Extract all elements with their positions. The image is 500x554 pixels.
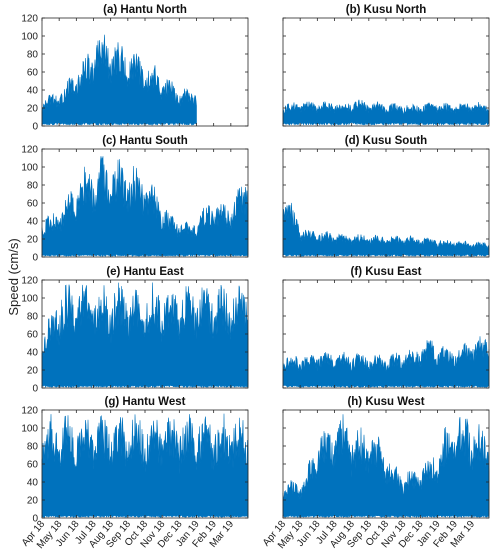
y-tick-label: 40: [27, 217, 39, 228]
panel-title: (h) Kusu West: [347, 396, 424, 408]
panel-4: (d) Kusu South: [282, 135, 490, 258]
y-tick-label: 0: [32, 384, 38, 395]
panel-title: (f) Kusu East: [351, 266, 422, 278]
panel-6: (f) Kusu East: [282, 266, 490, 389]
panel-title: (a) Hantu North: [103, 4, 187, 16]
panel-2: (b) Kusu North: [282, 4, 490, 127]
y-tick-label: 100: [21, 163, 38, 174]
y-tick-label: 20: [27, 366, 39, 377]
y-tick-label: 40: [27, 348, 39, 359]
panel-title: (c) Hantu South: [102, 135, 188, 147]
y-axis-label: Speed (cm/s): [6, 238, 21, 315]
y-tick-label: 100: [21, 424, 38, 435]
y-tick-label: 0: [32, 514, 38, 525]
panel-title: (b) Kusu North: [346, 4, 426, 16]
y-tick-label: 120: [21, 14, 38, 25]
panel-title: (d) Kusu South: [345, 135, 427, 147]
y-tick-label: 20: [27, 496, 39, 507]
y-tick-label: 0: [32, 122, 38, 133]
y-tick-label: 120: [21, 406, 38, 417]
y-tick-label: 80: [27, 442, 39, 453]
y-tick-label: 80: [27, 181, 39, 192]
y-tick-label: 100: [21, 294, 38, 305]
y-tick-label: 20: [27, 104, 39, 115]
y-tick-label: 60: [27, 460, 39, 471]
panel-title: (g) Hantu West: [105, 396, 186, 408]
y-tick-label: 80: [27, 50, 39, 61]
panel-3: 0 20 40 60 80 100 120 (c) Hantu South: [21, 135, 249, 264]
y-tick-label: 40: [27, 86, 39, 97]
y-tick-label: 0: [32, 253, 38, 264]
y-tick-label: 100: [21, 32, 38, 43]
y-tick-label: 120: [21, 276, 38, 287]
y-tick-label: 20: [27, 235, 39, 246]
panel-title: (e) Hantu East: [106, 266, 183, 278]
panel-1: 0 20 40 60 80 100 120 (a) Hantu North: [21, 4, 249, 133]
y-tick-label: 120: [21, 145, 38, 156]
y-tick-label: 60: [27, 68, 39, 79]
panels: 0 20 40 60 80 100 120 (a) Hantu North (b) Kusu N…: [20, 4, 490, 551]
y-tick-label: 60: [27, 199, 39, 210]
y-tick-label: 80: [27, 312, 39, 323]
y-tick-label: 60: [27, 330, 39, 341]
panel-5: 0 20 40 60 80 100 120 (e) Hantu East: [21, 266, 249, 395]
y-tick-label: 40: [27, 478, 39, 489]
plot-area: [283, 149, 489, 257]
